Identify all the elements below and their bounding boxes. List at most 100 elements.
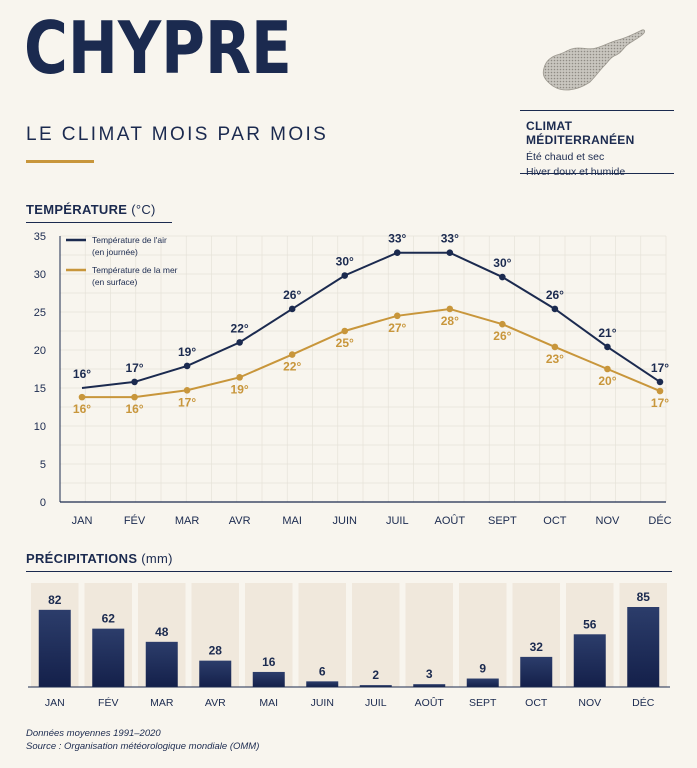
precipitation-bar [359,685,392,687]
sea-temperature-point [288,351,296,358]
x-tick-label: JUIL [386,515,409,527]
cyprus-map-icon [542,29,646,91]
sea-temperature-label: 20° [598,374,616,388]
air-temperature-point [446,249,454,257]
precipitation-value-label: 82 [48,593,62,607]
precipitation-bar [466,678,499,687]
air-temperature-point [131,378,138,386]
precipitation-bar [413,684,446,687]
air-temperature-label: 17° [651,361,669,375]
precipitation-value-label: 3 [426,667,433,681]
y-tick-label: 5 [40,459,46,471]
precipitation-month-label: JUIN [311,697,334,709]
precipitation-bar [38,609,71,687]
precipitation-value-label: 28 [209,644,223,658]
x-tick-label: SEPT [488,515,517,527]
air-temperature-point [551,305,559,313]
x-tick-label: AOÛT [435,514,466,527]
air-temperature-label: 17° [125,361,143,375]
temperature-title-rule [26,222,172,223]
air-temperature-label: 30° [336,255,354,269]
air-temperature-label: 21° [598,326,616,340]
precipitation-month-label: DÉC [632,696,655,709]
temperature-chart: 0 5 10 15 20 25 30 35 JAN FÉV MAR AVR MAI JUIN JUIL AOÛ… [34,231,672,527]
air-temperature-label: 33° [441,232,459,246]
precipitation-value-label: 32 [530,640,544,654]
precipitation-value-label: 9 [479,662,486,676]
x-tick-label: JUIN [333,515,358,527]
x-tick-label: FÉV [124,514,146,527]
air-temperature-point [236,339,243,346]
precipitation-bar [252,671,285,687]
temperature-title-text: TEMPÉRATURE [26,202,128,217]
y-tick-label: 35 [34,231,46,243]
precipitation-value-label: 2 [372,668,379,682]
sea-temperature-label: 17° [178,395,196,409]
y-tick-label: 20 [34,345,46,357]
climate-box: CLIMAT MÉDITERRANÉEN Été chaud et sec Hi… [520,110,674,178]
precipitation-value-label: 16 [262,655,276,669]
legend-label: Température de l'air [92,235,167,245]
sea-temperature-label: 26° [493,329,511,343]
precipitation-month-label: MAR [150,697,174,709]
air-temperature-label: 26° [546,288,564,302]
precipitation-value-label: 56 [583,617,597,631]
x-tick-label: MAI [282,515,302,527]
precipitation-month-label: FÉV [98,696,118,709]
precipitation-bar [92,628,125,687]
bar-background [459,583,507,687]
sea-temperature-line [82,307,661,399]
air-temperature-point [499,273,506,281]
temperature-grid [59,235,667,503]
air-temperature-point [183,362,191,370]
sea-temperature-point [183,386,191,394]
sea-temperature-label: 17° [651,396,669,410]
precipitation-section-title: PRÉCIPITATIONS (mm) [26,551,173,566]
air-temperature-label: 26° [283,288,301,302]
sea-temperature-label: 19° [231,382,249,396]
precipitation-month-label: OCT [525,697,548,709]
precipitation-value-label: 62 [102,612,116,626]
y-tick-label: 30 [34,269,46,281]
air-temperature-point [604,343,611,351]
precipitation-bar [627,607,660,687]
sea-temperature-point [656,387,664,395]
precipitation-month-label: AVR [205,697,226,709]
precipitation-value-label: 48 [155,625,169,639]
sea-temperature-point [341,327,349,335]
air-temperature-label: 30° [493,256,511,270]
precipitation-chart: 82 JAN 62 FÉV 48 MAR 28 AVR 16 MAI 6 JUIN 2 JUIL 3 AOÛT… [28,583,670,709]
page-subtitle: LE CLIMAT MOIS PAR MOIS [26,124,329,145]
sea-temperature-point [499,320,506,328]
air-temperature-label: 22° [231,321,249,335]
y-tick-label: 25 [34,307,46,319]
air-temperature-line [81,251,661,389]
climate-line-2: Hiver doux et humide [526,166,626,178]
legend-note: (en surface) [92,277,138,287]
air-temperature-label: 19° [178,345,196,359]
x-tick-label: AVR [229,515,251,527]
x-tick-label: NOV [596,515,621,527]
precipitation-month-label: SEPT [469,697,497,709]
precipitation-bar [520,656,553,687]
sea-temperature-point [604,365,611,373]
sea-temperature-point [446,305,454,313]
bar-background [352,583,400,687]
sea-temperature-point [551,343,559,351]
footer-data-period: Données moyennes 1991–2020 [26,728,161,739]
legend-note: (en journée) [92,247,138,257]
x-tick-label: MAR [175,515,200,527]
bar-background [298,583,346,687]
sea-temperature-label: 16° [73,402,91,416]
precipitation-title-text: PRÉCIPITATIONS [26,551,138,566]
precipitation-month-label: JUIL [365,697,387,709]
precipitation-month-label: MAI [259,697,278,709]
precipitation-bar [573,634,606,687]
sea-temperature-point [78,393,86,401]
sea-temperature-point [131,393,138,401]
precipitation-value-label: 6 [319,664,326,678]
air-temperature-point [341,272,349,279]
air-temperature-point [656,378,664,386]
temperature-legend: Température de l'air (en journée) Températ… [66,235,178,287]
gold-divider [26,160,94,163]
